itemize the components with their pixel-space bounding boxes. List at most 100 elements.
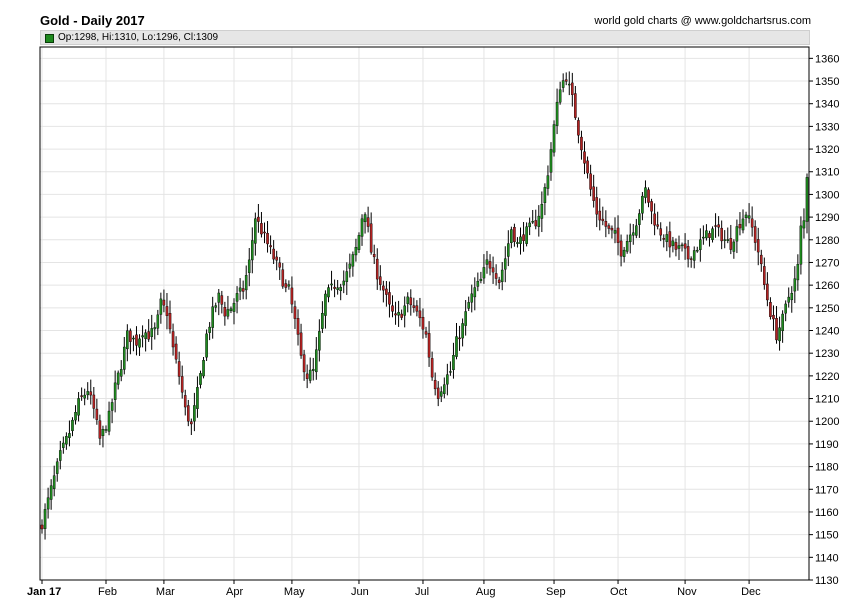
candle-body-down [388,292,391,305]
candle-body-up [628,234,632,243]
x-tick-label: Jul [415,586,429,598]
x-tick-label: Oct [610,586,627,598]
candle-body-up [692,250,696,261]
candle-body-up [122,346,126,370]
candle-body-up [540,204,544,219]
candle-body-up [119,369,123,377]
candle-body-up [150,328,154,337]
candle-body-up [68,433,71,438]
y-tick-label: 1200 [815,416,839,428]
candle-body-up [156,314,160,329]
candle-body-up [360,218,364,237]
x-tick-label: Aug [476,586,496,598]
candle-body-up [778,327,781,342]
candle-body-up [196,387,199,409]
candle-body-up [552,124,556,153]
candle-body-up [665,234,669,242]
candle-body-up [357,235,361,250]
candle-body-down [683,243,687,249]
candle-body-up [46,497,50,510]
candle-body-up [790,293,794,301]
series-color-swatch [45,34,54,43]
candle-body-up [126,330,129,350]
candle-body-down [494,273,498,279]
candle-body-down [753,226,757,243]
candle-body-up [71,419,74,432]
y-tick-label: 1180 [815,462,839,474]
y-tick-label: 1140 [815,552,839,564]
candle-body-down [400,313,403,318]
candle-body-down [162,299,166,306]
candle-body-down [592,186,595,201]
candle-body-down [272,248,275,260]
chart-source-credit[interactable]: world gold charts @ www.goldchartsrus.co… [594,15,811,27]
candle-body-up [244,275,248,291]
candle-body-up [247,259,251,273]
candle-body-down [379,276,382,285]
candle-body-up [449,371,452,373]
candle-body-up [741,218,745,231]
candle-body-up [641,195,644,214]
candle-body-up [677,245,681,249]
x-tick-label: Sep [546,586,566,598]
candle-body-up [744,214,748,219]
candle-body-down [412,305,416,308]
candle-body-up [543,187,547,203]
candle-body-down [598,210,602,221]
y-tick-label: 1300 [815,189,839,201]
candle-body-down [756,239,760,253]
candle-body-up [500,269,504,282]
candle-body-up [446,374,449,385]
candle-body-down [278,262,282,268]
candle-body-down [738,223,742,229]
candle-body-up [805,177,809,222]
candle-body-down [168,313,172,330]
candle-body-up [311,368,315,371]
candle-body-down [574,93,577,118]
candle-body-up [546,175,550,189]
candle-body-up [503,258,507,270]
candle-body-up [205,333,208,358]
candle-body-down [165,306,169,316]
candle-body-down [305,373,309,379]
candle-body-down [656,224,659,227]
candle-body-up [397,311,400,316]
candle-body-up [153,327,157,330]
candle-body-down [769,301,772,317]
y-tick-label: 1220 [815,371,839,383]
y-tick-label: 1160 [815,507,839,519]
candle-body-down [717,224,720,228]
candle-body-down [220,295,224,305]
candle-body-up [141,335,144,338]
candle-body-up [479,278,483,281]
candle-body-down [186,405,190,422]
candle-body-down [589,173,592,190]
candle-body-up [351,254,355,267]
candle-body-down [296,318,300,335]
y-tick-label: 1320 [815,144,839,156]
candle-body-up [254,218,257,244]
candle-body-down [171,331,175,348]
candle-body-up [403,305,406,316]
candle-body-up [638,213,641,225]
candle-body-down [775,318,778,341]
candle-body-down [147,331,150,340]
candle-body-up [555,101,559,126]
x-tick-label: Apr [226,586,243,598]
candle-body-down [607,225,611,229]
candle-body-up [622,249,626,257]
candle-body-up [671,240,675,246]
candle-body-up [43,509,47,529]
x-tick-label: Dec [741,586,761,598]
candle-body-up [52,475,56,489]
y-tick-label: 1250 [815,303,839,315]
candle-body-down [662,238,666,240]
candle-body-up [101,429,105,437]
candle-body-down [293,306,297,319]
candle-body-up [107,410,111,432]
y-tick-label: 1130 [815,575,839,587]
candle-body-down [433,379,437,390]
y-tick-label: 1310 [815,167,839,179]
candle-body-down [564,79,568,82]
candles [40,71,809,540]
